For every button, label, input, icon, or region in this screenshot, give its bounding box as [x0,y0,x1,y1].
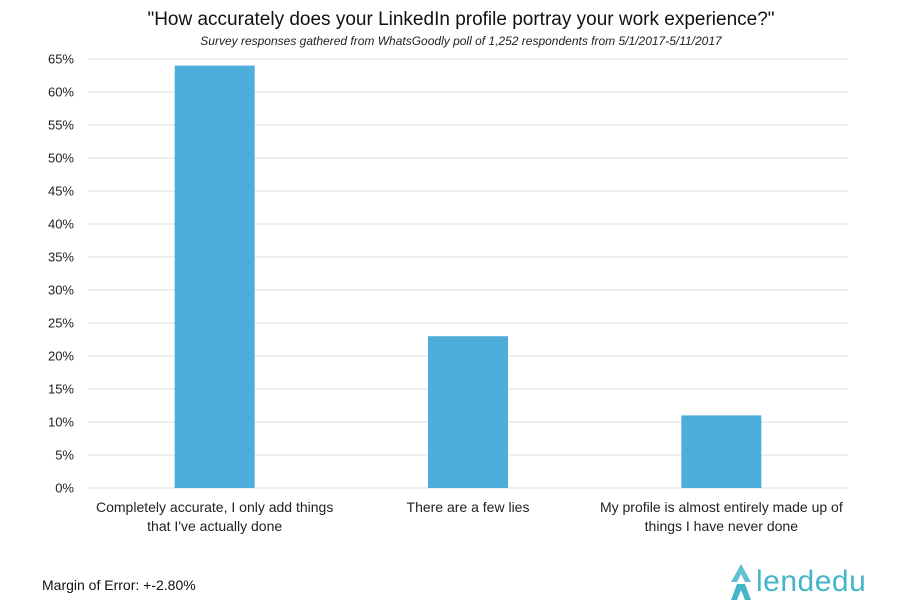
y-tick-label: 60% [48,85,74,100]
bar [428,336,508,488]
y-tick-label: 20% [48,349,74,364]
lendedu-logo-text: lendedu [756,565,867,598]
bars [174,65,762,488]
chart-subtitle: Survey responses gathered from WhatsGood… [200,34,722,48]
x-category-label: There are a few lies [407,499,530,515]
y-axis-ticks: 0% 5% 10% 15% 20% 25% 30% 35% 40% 45% 50% 55% 60% 65% [48,52,74,496]
x-category-label: My profile is almost entirely made up of… [600,499,843,534]
bar-chart: 0% 5% 10% 15% 20% 25% 30% 35% 40% 45% 50% 55% 60% 65%… [48,52,848,534]
y-tick-label: 45% [48,184,74,199]
y-tick-label: 35% [48,250,74,265]
y-tick-label: 10% [48,415,74,430]
lendedu-logo-icon [731,564,751,600]
y-tick-label: 25% [48,316,74,331]
margin-of-error-note: Margin of Error: +-2.80% [42,577,196,593]
y-tick-label: 30% [48,283,74,298]
y-tick-label: 15% [48,382,74,397]
bar [174,65,255,488]
x-category-label: Completely accurate, I only add things th… [96,499,333,534]
y-tick-label: 0% [55,481,74,496]
y-tick-label: 50% [48,151,74,166]
y-tick-label: 40% [48,217,74,232]
lendedu-logo: lendedu [728,562,866,602]
x-axis-labels: Completely accurate, I only add things th… [96,499,843,534]
y-tick-label: 5% [55,448,74,463]
y-tick-label: 55% [48,118,74,133]
chart-title: "How accurately does your LinkedIn profi… [147,9,775,30]
y-tick-label: 65% [48,52,74,67]
bar [681,415,762,488]
